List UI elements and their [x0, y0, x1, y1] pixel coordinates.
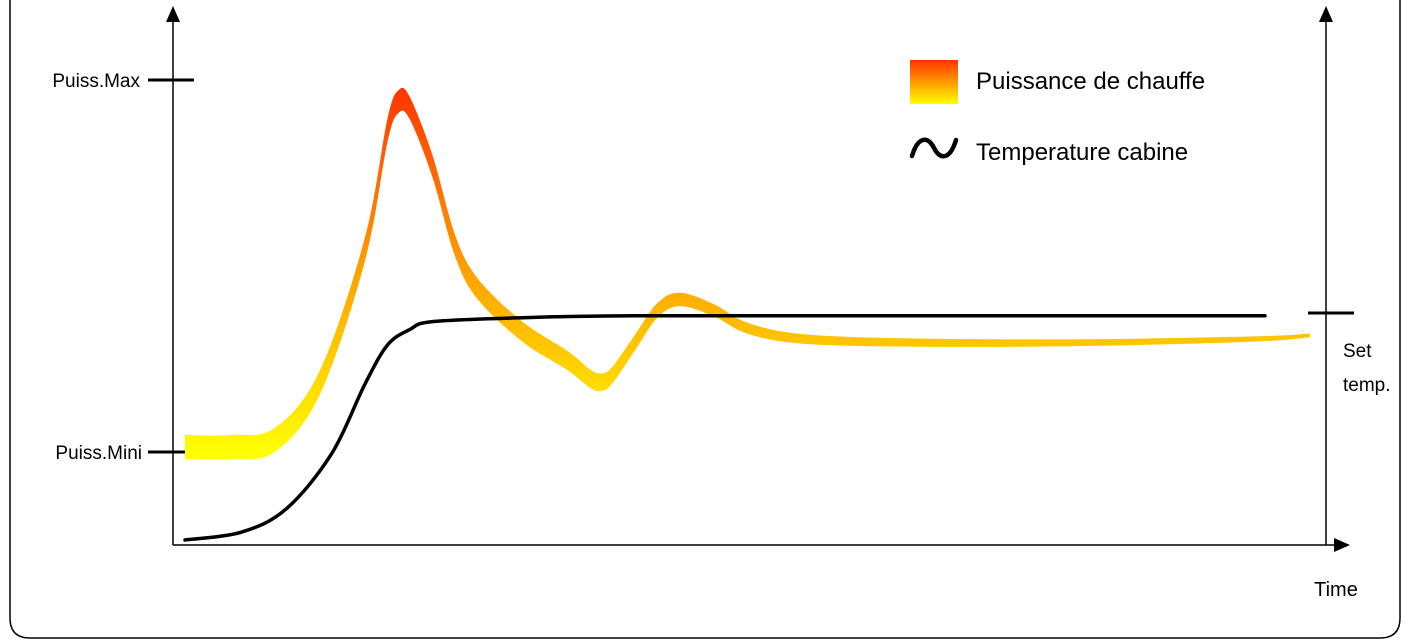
legend: Puissance de chauffe Temperature cabine: [909, 60, 1205, 166]
legend-label-puissance: Puissance de chauffe: [976, 68, 1205, 95]
legend-label-temperature: Temperature cabine: [976, 139, 1188, 166]
tick-label-set: Set: [1343, 341, 1372, 362]
x-axis-arrow: [1334, 538, 1350, 552]
tick-label-puiss-max: Puiss.Max: [52, 71, 140, 92]
tick-label-puiss-mini: Puiss.Mini: [55, 443, 142, 464]
legend-swatch-temperature-wave-icon: [909, 137, 959, 159]
x-axis-label: Time: [1314, 579, 1358, 601]
legend-swatch-puissance: [910, 60, 958, 104]
chart-frame: [9, 0, 1401, 639]
tick-label-temp: temp.: [1343, 375, 1391, 396]
right-y-axis-arrow: [1319, 6, 1333, 22]
series-line-puissance-de-chauffe: [185, 87, 1310, 460]
series-line-temperature-cabine: [183, 313, 1267, 542]
left-y-axis-arrow: [166, 6, 180, 22]
